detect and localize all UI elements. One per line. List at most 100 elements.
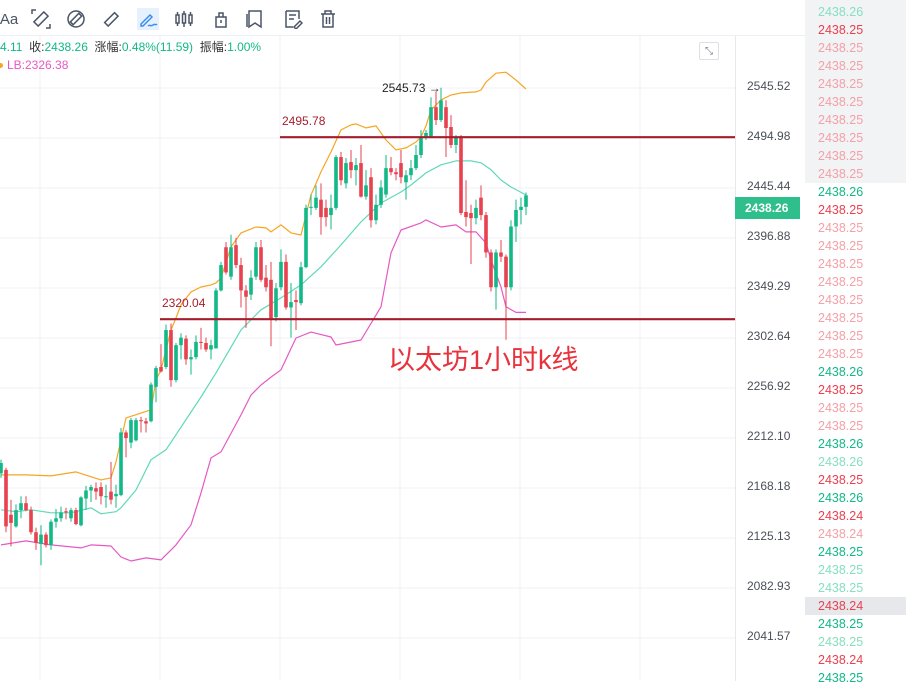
- resistance-label: 2495.78: [282, 114, 326, 128]
- candle-body: [229, 247, 233, 277]
- candle-body: [294, 299, 298, 303]
- trade-list-row[interactable]: 2438.25: [818, 329, 864, 343]
- bollinger-info-line: LB:2326.38: [0, 58, 68, 72]
- candle-body: [324, 207, 328, 218]
- trade-list-row[interactable]: 2438.25: [818, 581, 864, 595]
- candle-body: [209, 345, 213, 350]
- candle-body: [109, 491, 113, 500]
- trade-list-row[interactable]: 2438.25: [818, 383, 864, 397]
- trade-list-row[interactable]: 2438.26: [818, 455, 864, 469]
- trade-list-row[interactable]: 2438.26: [818, 437, 864, 451]
- candle-body: [254, 247, 258, 277]
- trade-list-row[interactable]: 2438.25: [818, 671, 864, 685]
- trade-list-row[interactable]: 2438.26: [818, 365, 864, 379]
- trade-list-row[interactable]: 2438.26: [818, 185, 864, 199]
- candle-body: [369, 177, 373, 221]
- trade-list-row[interactable]: 2438.25: [818, 617, 864, 631]
- candle-body: [524, 195, 528, 207]
- trade-list-row[interactable]: 2438.24: [818, 509, 864, 523]
- trade-list-row[interactable]: 2438.25: [818, 347, 864, 361]
- trade-list-row[interactable]: 2438.25: [818, 635, 864, 649]
- candle-body: [199, 341, 203, 344]
- trade-list-row[interactable]: 2438.25: [818, 131, 864, 145]
- trade-list-row[interactable]: 2438.24: [805, 597, 906, 615]
- candle-body: [434, 107, 438, 121]
- trade-list-row[interactable]: 2438.25: [818, 257, 864, 271]
- bookmark-icon[interactable]: [245, 8, 267, 30]
- ohlc-info-line: 4.11 收:2438.26 涨幅:0.48%(11.59) 振幅:1.00%: [0, 40, 261, 54]
- candle-body: [279, 261, 283, 288]
- candle-body: [244, 290, 248, 297]
- upper-band-line: [1, 71, 527, 481]
- trade-list-row[interactable]: 2438.25: [818, 419, 864, 433]
- trade-list-row[interactable]: 2438.25: [818, 311, 864, 325]
- candle-body: [399, 163, 403, 178]
- candle-body: [84, 490, 88, 499]
- candle-body: [149, 384, 153, 422]
- candle-body: [449, 127, 453, 145]
- trade-list-row[interactable]: 2438.24: [818, 527, 864, 541]
- candle-body: [59, 512, 63, 519]
- trade-list-row[interactable]: 2438.26: [818, 491, 864, 505]
- ruler-icon[interactable]: [30, 8, 52, 30]
- candle-body: [509, 226, 513, 288]
- candle-body: [334, 157, 338, 208]
- change-value: 0.48%(11.59): [121, 40, 194, 54]
- candle-body: [439, 100, 443, 121]
- candle-body: [489, 252, 493, 288]
- trade-list-row[interactable]: 2438.25: [818, 563, 864, 577]
- lock-icon[interactable]: [210, 8, 232, 30]
- trash-icon[interactable]: [317, 8, 339, 30]
- measure-icon[interactable]: [100, 8, 122, 30]
- trade-list-row[interactable]: 2438.25: [818, 23, 864, 37]
- candle-body: [29, 510, 33, 533]
- trade-list-row[interactable]: 2438.25: [818, 293, 864, 307]
- candle-body: [114, 493, 118, 497]
- candle-body: [64, 511, 68, 513]
- trade-list-row[interactable]: 2438.25: [818, 401, 864, 415]
- candle-body: [424, 132, 428, 137]
- trade-list-row[interactable]: 2438.25: [818, 203, 864, 217]
- trade-list-row[interactable]: 2438.25: [818, 167, 864, 181]
- text-tool-icon[interactable]: Aa: [0, 8, 20, 30]
- trade-list-row[interactable]: 2438.25: [818, 77, 864, 91]
- y-tick-label: 2396.88: [747, 228, 791, 243]
- candlestick-chart[interactable]: [0, 0, 735, 681]
- fullscreen-icon[interactable]: ⤡: [699, 42, 719, 60]
- y-tick-label: 2494.98: [747, 128, 791, 143]
- candle-body: [54, 518, 58, 522]
- trade-list-row[interactable]: 2438.25: [818, 239, 864, 253]
- candle-body: [304, 207, 308, 268]
- pen-brush-icon[interactable]: [137, 8, 159, 30]
- candle-body: [379, 187, 383, 205]
- candle-body: [479, 197, 483, 216]
- trade-list-row[interactable]: 2438.25: [818, 149, 864, 163]
- candle-body: [299, 267, 303, 304]
- trade-list-row[interactable]: 2438.25: [818, 473, 864, 487]
- candle-body: [339, 157, 343, 181]
- candle-body: [329, 207, 333, 216]
- y-tick-label: 2545.52: [747, 79, 791, 93]
- price-axis[interactable]: 2545.52 2494.98 2445.44 2396.88 2349.29 2302.…: [735, 36, 805, 681]
- candlestick-icon[interactable]: [173, 8, 195, 30]
- trade-list-row[interactable]: 2438.25: [818, 41, 864, 55]
- trade-list-row[interactable]: 2438.25: [818, 59, 864, 73]
- trade-list-row[interactable]: 2438.25: [818, 221, 864, 235]
- edit-note-icon[interactable]: [282, 8, 304, 30]
- amplitude-label: 振幅:: [199, 40, 228, 54]
- candle-body: [374, 204, 378, 221]
- trade-list-row[interactable]: 2438.25: [818, 95, 864, 109]
- trade-list-row[interactable]: 2438.25: [818, 113, 864, 127]
- trade-list-row[interactable]: 2438.24: [818, 653, 864, 667]
- trade-list-row[interactable]: 2438.25: [818, 545, 864, 559]
- candle-body: [79, 497, 83, 526]
- candle-body: [384, 168, 388, 195]
- trade-list-row[interactable]: 2438.25: [818, 275, 864, 289]
- circle-ruler-icon[interactable]: [65, 8, 87, 30]
- trade-list-row[interactable]: 2438.26: [818, 5, 864, 19]
- candle-body: [49, 521, 53, 546]
- trade-list-header-zone: [805, 0, 906, 183]
- candle-body: [169, 330, 173, 381]
- trade-list[interactable]: 2438.26 2438.25 2438.25 2438.25 2438.25 2438.…: [805, 0, 906, 685]
- candle-body: [94, 488, 98, 492]
